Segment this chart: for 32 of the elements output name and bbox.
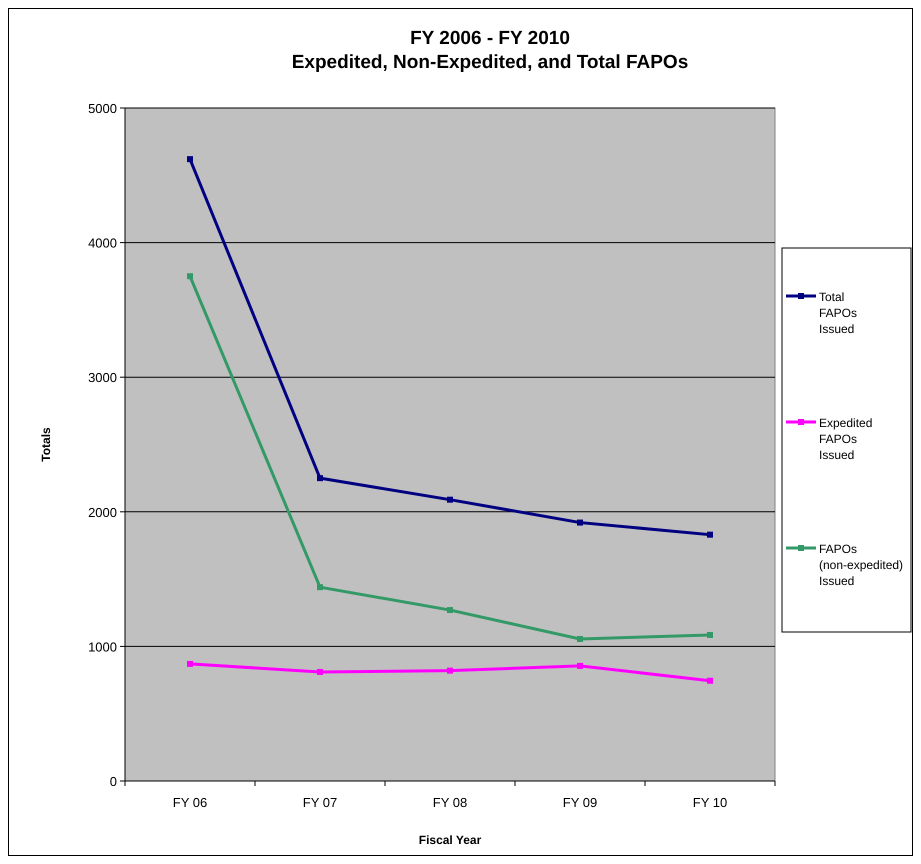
x-axis-title: Fiscal Year [418, 833, 482, 847]
point [577, 520, 583, 526]
point [707, 678, 713, 684]
point [317, 668, 323, 675]
x-tick-label: FY 06 [172, 795, 208, 810]
x-tick-label: FY 08 [432, 795, 468, 810]
point [577, 636, 583, 642]
point [577, 662, 583, 669]
point [317, 475, 323, 482]
y-tick-label: 0 [110, 774, 117, 789]
legend-label: Expedited FAPOs Issued [819, 416, 872, 462]
y-tick-label: 5000 [88, 101, 117, 116]
point [707, 632, 713, 638]
y-axis-title: Totals [39, 426, 53, 462]
point [187, 660, 193, 667]
chart-title: FY 2006 - FY 2010 Expedited, Non-Expedited, and Total FAPOs [292, 28, 688, 73]
point [317, 584, 323, 590]
point [707, 532, 713, 538]
legend-label: FAPOs (non-expedited) Issued [819, 542, 904, 588]
y-tick-label: 1000 [88, 639, 117, 654]
point [447, 607, 453, 614]
legend-label: Total FAPOs Issued [819, 290, 858, 336]
y-tick-label: 4000 [88, 236, 117, 251]
point [187, 273, 193, 280]
point [447, 668, 453, 674]
x-tick-label: FY 09 [562, 795, 598, 810]
y-tick-label: 3000 [88, 370, 117, 386]
point [447, 496, 453, 503]
y-tick-label: 2000 [88, 504, 117, 520]
x-tick-label: FY 07 [302, 795, 338, 810]
x-tick-label: FY 10 [692, 795, 728, 810]
point [187, 156, 193, 162]
